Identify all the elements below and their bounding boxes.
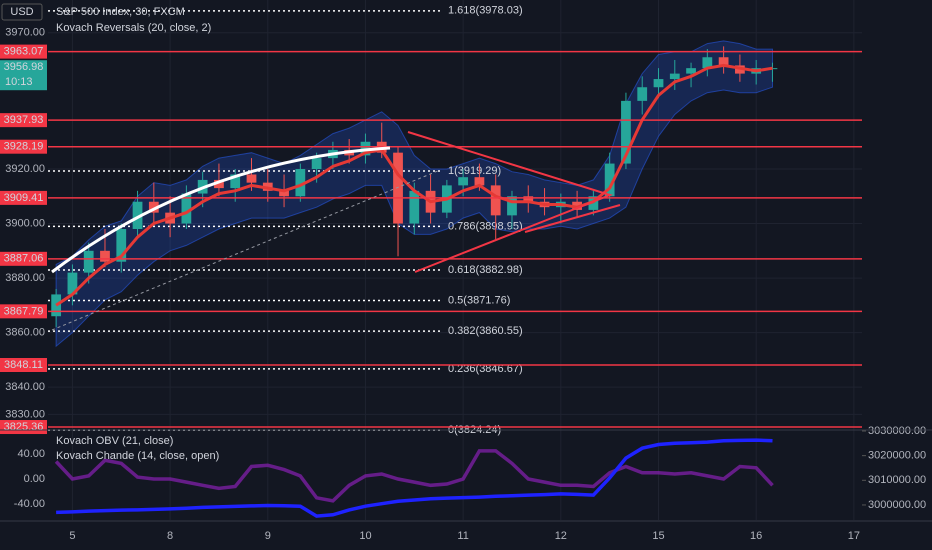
- fib-label: 1(3919.29): [448, 165, 501, 177]
- x-tick-label: 9: [265, 530, 271, 542]
- level-tag: [0, 251, 47, 266]
- indicator-line: [56, 438, 773, 518]
- candle-body: [311, 158, 322, 170]
- y2-tick-label: 3020000.00: [868, 450, 926, 462]
- candle-body: [230, 174, 241, 189]
- level-tag: [0, 113, 47, 128]
- y-tick-label: -40.00: [14, 498, 45, 510]
- indicator-line: [54, 449, 774, 503]
- y-tick-label: 3970.00: [5, 27, 45, 39]
- candle-body: [181, 193, 192, 224]
- candle-body: [653, 79, 664, 88]
- candle-body: [621, 100, 631, 164]
- candle-body: [116, 228, 127, 262]
- candle-body: [490, 185, 501, 216]
- triangle-base: [524, 204, 621, 233]
- fib-label: 0.618(3882.98): [448, 264, 523, 276]
- candle-body: [393, 152, 403, 224]
- fib-label: 0.786(3898.95): [448, 220, 523, 232]
- candle-body: [507, 196, 517, 216]
- x-tick-label: 8: [167, 530, 173, 542]
- y-tick-label: 3860.00: [5, 326, 45, 338]
- obv-title: Kovach OBV (21, close): [56, 435, 173, 447]
- y-tick-label: 40.00: [17, 448, 45, 460]
- x-tick-label: 5: [69, 530, 75, 542]
- level-label: 3937.93: [4, 114, 44, 126]
- last-price: 3956.98: [4, 61, 44, 73]
- y2-tick-label: 3000000.00: [868, 499, 926, 511]
- trend-line: [51, 169, 441, 331]
- x-tick-label: 17: [848, 530, 860, 542]
- arc-drawing: [51, 146, 391, 274]
- y-tick-label: 3900.00: [5, 217, 45, 229]
- level-tag: [0, 190, 47, 205]
- candle-body: [669, 73, 680, 80]
- level-label: 3928.19: [4, 141, 44, 153]
- y-tick-label: 3880.00: [5, 272, 45, 284]
- level-label: 3867.79: [4, 305, 44, 317]
- candle-body: [702, 57, 713, 69]
- candle-body: [523, 196, 534, 202]
- chart-title: S&P 500 Index, 30, FXCM: [56, 6, 185, 18]
- y-tick-label: 3830.00: [5, 408, 45, 420]
- candle-body: [279, 190, 289, 197]
- level-label: 3909.41: [4, 192, 44, 204]
- level-tag: [0, 420, 47, 435]
- candle-body: [409, 190, 420, 224]
- candle-body: [718, 57, 729, 66]
- fib-label: 0.382(3860.55): [448, 325, 523, 337]
- level-tag: [0, 139, 47, 154]
- candle-body: [686, 68, 696, 74]
- candle-body: [67, 272, 78, 295]
- level-label: 3887.06: [4, 253, 44, 265]
- currency-box[interactable]: [1, 3, 43, 21]
- ma-line: [55, 63, 773, 307]
- candle-body: [132, 201, 143, 229]
- fib-label: 0.5(3871.76): [448, 294, 510, 306]
- indicator-title: Kovach Reversals (20, close, 2): [56, 22, 211, 34]
- x-tick-label: 11: [457, 530, 468, 542]
- level-label: 3848.11: [4, 359, 43, 371]
- level-label: 3825.36: [4, 421, 44, 433]
- candle-body: [246, 174, 257, 183]
- level-label: 3963.07: [4, 46, 44, 58]
- last-price-tag: [0, 60, 47, 91]
- y2-tick-label: 3010000.00: [868, 474, 926, 486]
- candle-body: [474, 177, 485, 186]
- chande-title: Kovach Chande (14, close, open): [56, 450, 219, 462]
- x-tick-label: 10: [359, 530, 371, 542]
- level-tag: [0, 357, 47, 372]
- triangle-drawing: [407, 131, 614, 273]
- candle-body: [83, 250, 94, 273]
- candle-body: [295, 169, 306, 197]
- candle-body: [604, 163, 615, 197]
- y-tick-label: 0.00: [24, 473, 45, 485]
- fib-label: 0.236(3846.67): [448, 363, 523, 375]
- y-tick-label: 3840.00: [5, 381, 45, 393]
- x-tick-label: 16: [750, 530, 762, 542]
- level-tag: [0, 304, 47, 319]
- candle-body: [214, 179, 224, 189]
- level-tag: [0, 44, 47, 59]
- countdown: 10:13: [5, 76, 33, 88]
- x-tick-label: 12: [555, 530, 567, 542]
- currency[interactable]: USD: [10, 6, 33, 18]
- x-tick-label: 15: [652, 530, 664, 542]
- candle-body: [637, 87, 648, 101]
- y2-tick-label: 3030000.00: [868, 425, 926, 437]
- candle-body: [100, 250, 110, 262]
- candle-body: [458, 177, 469, 186]
- fib-label: 1.618(3978.03): [448, 5, 523, 17]
- candle-body: [148, 201, 159, 213]
- y-tick-label: 3920.00: [5, 163, 45, 175]
